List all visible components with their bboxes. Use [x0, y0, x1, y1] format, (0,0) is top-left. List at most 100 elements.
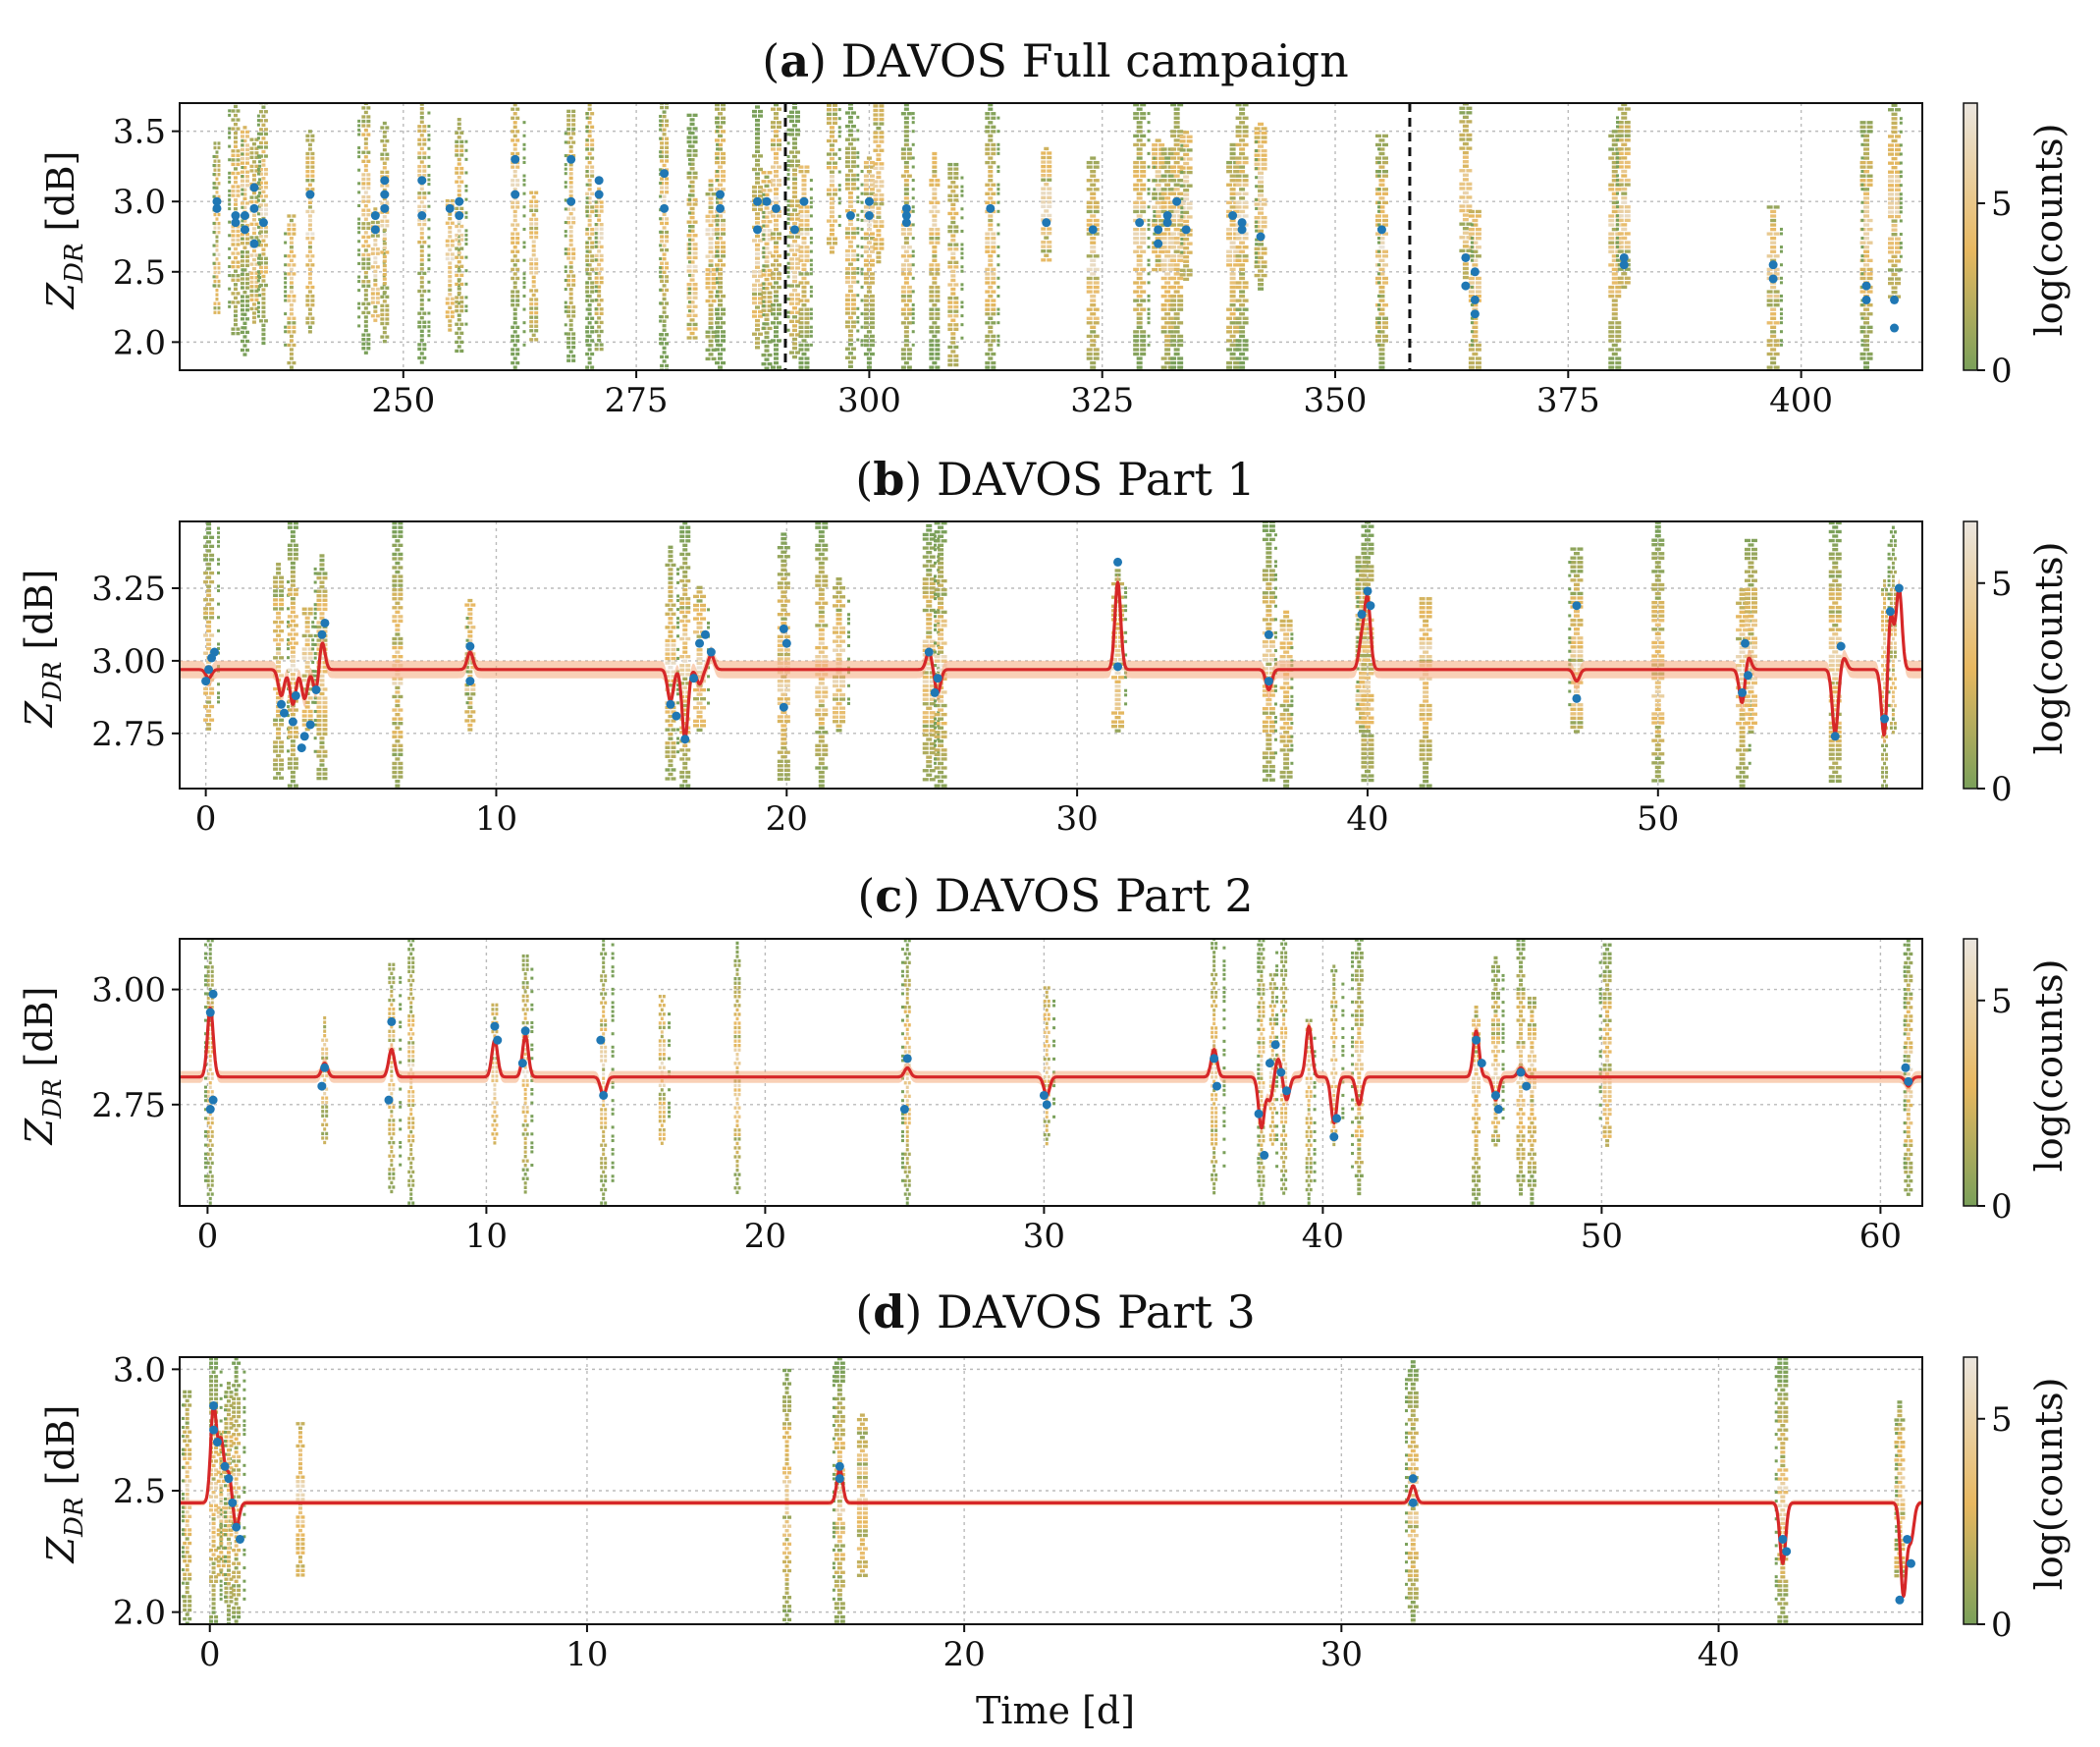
- histogram-cell: [985, 303, 991, 307]
- histogram-cell: [1177, 179, 1184, 183]
- histogram-cell: [228, 304, 232, 308]
- histogram-cell: [1133, 200, 1140, 205]
- histogram-cell: [1235, 321, 1242, 325]
- histogram-cell: [203, 691, 209, 695]
- histogram-cell: [236, 162, 241, 167]
- histogram-cell: [770, 312, 776, 316]
- histogram-cell: [786, 199, 790, 203]
- histogram-cell: [450, 314, 455, 319]
- histogram-cell: [953, 300, 959, 304]
- histogram-cell: [1093, 321, 1100, 325]
- histogram-cell: [767, 326, 773, 331]
- histogram-cell: [960, 229, 964, 233]
- histogram-cell: [233, 304, 238, 309]
- histogram-cell: [1170, 98, 1176, 101]
- histogram-cell: [445, 314, 450, 319]
- histogram-cell: [457, 157, 461, 162]
- histogram-cell: [263, 181, 268, 185]
- histogram-cell: [515, 267, 520, 272]
- histogram-cell: [284, 312, 288, 316]
- histogram-cell: [522, 246, 526, 249]
- histogram-cell: [960, 287, 964, 291]
- histogram-cell: [522, 160, 526, 164]
- histogram-cell: [1899, 201, 1903, 205]
- histogram-cell: [382, 188, 387, 192]
- histogram-cell: [1239, 107, 1246, 111]
- histogram-cell: [363, 298, 368, 301]
- histogram-cell: [1179, 273, 1186, 277]
- histogram-cell: [794, 333, 800, 337]
- histogram-cell: [240, 281, 244, 286]
- histogram-cell: [935, 294, 941, 299]
- histogram-cell: [776, 107, 781, 111]
- histogram-cell: [261, 198, 266, 203]
- histogram-cell: [254, 199, 259, 204]
- histogram-cell: [256, 167, 260, 172]
- histogram-cell: [419, 231, 424, 236]
- histogram-cell: [307, 130, 312, 134]
- histogram-cell: [1766, 343, 1773, 348]
- histogram-cell: [284, 290, 288, 294]
- histogram-cell: [240, 317, 244, 321]
- histogram-cell: [947, 185, 953, 189]
- histogram-cell: [1186, 135, 1193, 138]
- histogram-cell: [837, 147, 841, 151]
- histogram-cell: [1459, 182, 1466, 187]
- histogram-cell: [692, 176, 698, 180]
- histogram-cell: [1041, 187, 1047, 191]
- histogram-cell: [571, 114, 576, 118]
- histogram-cell: [950, 269, 956, 274]
- histogram-cell: [244, 295, 249, 299]
- histogram-cell: [1866, 303, 1873, 307]
- histogram-cell: [721, 116, 727, 120]
- histogram-cell: [276, 772, 282, 776]
- histogram-cell: [357, 275, 361, 279]
- histogram-cell: [985, 98, 990, 101]
- histogram-cell: [568, 265, 573, 269]
- histogram-cell: [1090, 170, 1097, 174]
- histogram-cell: [564, 140, 567, 144]
- histogram-column: [860, 156, 875, 369]
- histogram-cell: [564, 167, 567, 171]
- histogram-cell: [1164, 227, 1171, 232]
- histogram-cell: [1170, 223, 1177, 227]
- histogram-cell: [366, 261, 371, 266]
- histogram-cell: [380, 303, 385, 308]
- histogram-cell: [363, 240, 368, 244]
- histogram-cell: [1621, 191, 1628, 195]
- histogram-cell: [1258, 180, 1265, 185]
- histogram-cell: [522, 183, 526, 187]
- histogram-cell: [844, 257, 850, 262]
- histogram-cell: [1093, 165, 1100, 169]
- histogram-cell: [215, 257, 219, 261]
- histogram-cell: [711, 299, 717, 303]
- histogram-cell: [1235, 160, 1242, 165]
- histogram-cell: [1147, 258, 1151, 262]
- histogram-cell: [689, 162, 695, 166]
- histogram-cell: [686, 322, 692, 327]
- histogram-cell: [511, 98, 514, 101]
- histogram-cell: [1160, 325, 1167, 329]
- histogram-cell: [1186, 233, 1193, 237]
- histogram-cell: [960, 304, 964, 309]
- histogram-cell: [1093, 307, 1100, 311]
- histogram-cell: [564, 251, 567, 255]
- histogram-cell: [950, 336, 956, 341]
- histogram-cell: [788, 284, 794, 288]
- histogram-cell: [662, 163, 667, 168]
- histogram-cell: [209, 718, 215, 722]
- histogram-cell: [233, 113, 238, 118]
- histogram-cell: [217, 558, 221, 562]
- histogram-cell: [217, 526, 221, 530]
- histogram-cell: [718, 276, 724, 281]
- histogram-cell: [1621, 98, 1627, 101]
- histogram-cell: [960, 190, 964, 193]
- histogram-cell: [422, 137, 427, 142]
- histogram-cell: [767, 210, 773, 215]
- histogram-cell: [1891, 166, 1898, 170]
- histogram-cell: [863, 174, 869, 178]
- histogram-cell: [809, 200, 813, 204]
- histogram-cell: [1147, 312, 1151, 316]
- histogram-cell: [900, 272, 906, 276]
- histogram-cell: [382, 268, 387, 272]
